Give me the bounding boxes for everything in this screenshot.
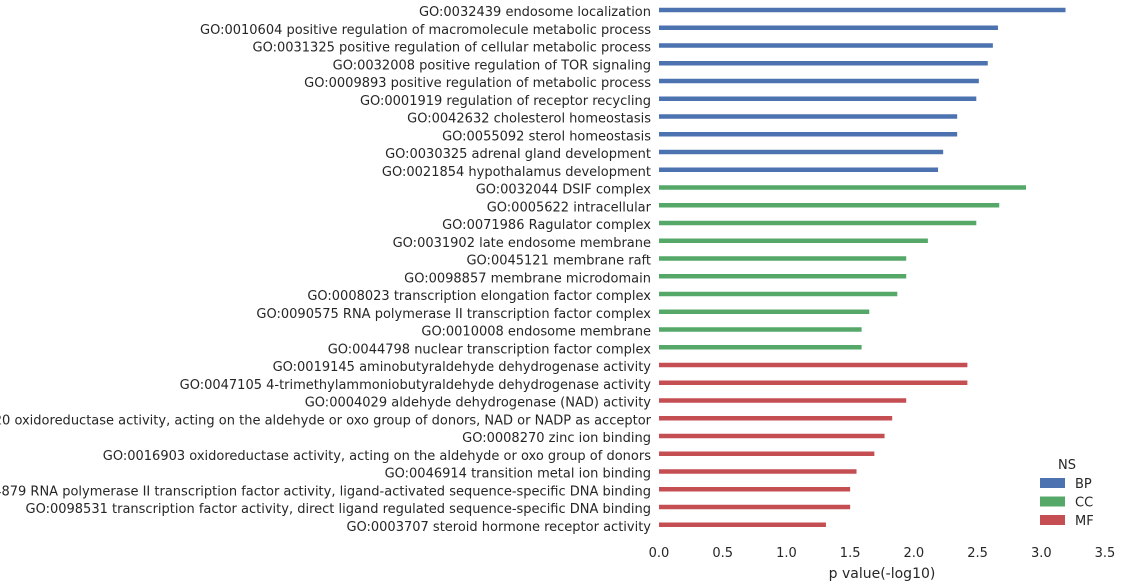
bar-mf [659, 362, 968, 368]
bar-bp [659, 61, 988, 66]
category-label: GO:0005622 intracellular [487, 200, 652, 215]
category-label: GO:0044798 nuclear transcription factor … [328, 342, 652, 357]
category-label: GO:0004029 aldehyde dehydrogenase (NAD) … [305, 396, 652, 411]
category-label: GO:0098857 membrane microdomain [404, 271, 651, 286]
bar-bp [659, 167, 939, 172]
x-tick-label: 3.5 [1095, 546, 1116, 561]
legend-entries: BP CC MF [1040, 477, 1094, 529]
legend-swatch-bp [1040, 478, 1065, 488]
bar-bp [659, 7, 1066, 13]
category-label: GO:0046914 transition metal ion binding [385, 467, 651, 482]
category-label: GO:0045121 membrane raft [466, 254, 651, 269]
bar-cc [659, 203, 1000, 208]
x-tick-label: 3.0 [1031, 546, 1052, 561]
bar-cc [659, 238, 928, 243]
bar-bp [659, 78, 979, 84]
category-label: GO:0042632 cholesterol homeostasis [407, 112, 651, 127]
category-label: GO:0016903 oxidoreductase activity, acti… [103, 449, 651, 464]
category-label: GO:0004879 RNA polymerase II transcripti… [0, 484, 651, 499]
legend-label: BP [1075, 477, 1092, 492]
legend-label: MF [1075, 514, 1094, 529]
bar-mf [659, 451, 875, 456]
bar-bp [659, 132, 958, 137]
bar-cc [659, 256, 907, 261]
x-tick-label: 1.0 [776, 546, 797, 561]
legend-swatch-cc [1040, 496, 1065, 507]
bar-mf [659, 380, 968, 385]
x-tick-label: 0.5 [712, 546, 733, 561]
category-label: GO:0071986 Ragulator complex [442, 218, 651, 233]
bar-bp [659, 114, 958, 119]
bar-bp [659, 96, 977, 101]
x-tick-label: 2.0 [904, 546, 925, 561]
category-label: GO:0090575 RNA polymerase II transcripti… [256, 307, 651, 322]
category-label: GO:0010008 endosome membrane [421, 325, 651, 340]
bar-bp [659, 25, 998, 30]
x-tick-label: 2.5 [967, 546, 988, 561]
x-axis-label: p value(-log10) [829, 566, 936, 582]
category-label: GO:0021854 hypothalamus development [382, 165, 651, 180]
category-label: GO:0009893 positive regulation of metabo… [304, 76, 651, 91]
bar-mf [659, 522, 826, 527]
bar-bp [659, 149, 944, 155]
bar-mf [659, 416, 893, 421]
bar-cc [659, 345, 862, 350]
category-label: GO:0016620 oxidoreductase activity, acti… [0, 413, 652, 428]
category-label: GO:0032008 positive regulation of TOR si… [333, 58, 651, 73]
bar-cc [659, 327, 862, 332]
bar-mf [659, 433, 885, 439]
bar-mf [659, 398, 907, 403]
bar-cc [659, 274, 907, 279]
bar-cc [659, 185, 1026, 190]
x-axis: 0.0 0.5 1.0 1.5 2.0 2.5 3.0 3.5 [649, 546, 1116, 561]
category-label: GO:0019145 aminobutyraldehyde dehydrogen… [273, 360, 652, 375]
category-label: GO:0098531 transcription factor activity… [26, 502, 651, 517]
category-label: GO:0030325 adrenal gland development [385, 147, 651, 162]
category-label: GO:0032439 endosome localization [419, 5, 651, 20]
category-label: GO:0032044 DSIF complex [476, 183, 652, 198]
category-labels: GO:0032439 endosome localization GO:00106… [0, 5, 652, 535]
bar-mf [659, 469, 857, 474]
bar-cc [659, 309, 870, 314]
bar-bp [659, 43, 993, 48]
legend: NS BP CC MF [1040, 458, 1094, 529]
bars-layer [659, 7, 1066, 527]
legend-label: CC [1075, 496, 1093, 511]
category-label: GO:0001919 regulation of receptor recycl… [360, 94, 651, 109]
category-label: GO:0055092 sterol homeostasis [442, 129, 651, 144]
legend-swatch-mf [1040, 515, 1065, 525]
x-tick-label: 1.5 [840, 546, 861, 561]
category-label: GO:0047105 4-trimethylammoniobutyraldehy… [180, 378, 652, 393]
bar-cc [659, 220, 977, 226]
bar-mf [659, 487, 851, 492]
x-tick-label: 0.0 [649, 546, 670, 561]
category-label: GO:0008270 zinc ion binding [462, 431, 651, 446]
legend-title: NS [1058, 458, 1076, 473]
category-label: GO:0008023 transcription elongation fact… [307, 289, 651, 304]
category-label: GO:0003707 steroid hormone receptor acti… [346, 520, 651, 535]
category-label: GO:0010604 positive regulation of macrom… [200, 23, 651, 38]
category-label: GO:0031325 positive regulation of cellul… [253, 41, 652, 56]
bar-cc [659, 291, 898, 297]
bar-mf [659, 504, 851, 510]
category-label: GO:0031902 late endosome membrane [393, 236, 651, 251]
